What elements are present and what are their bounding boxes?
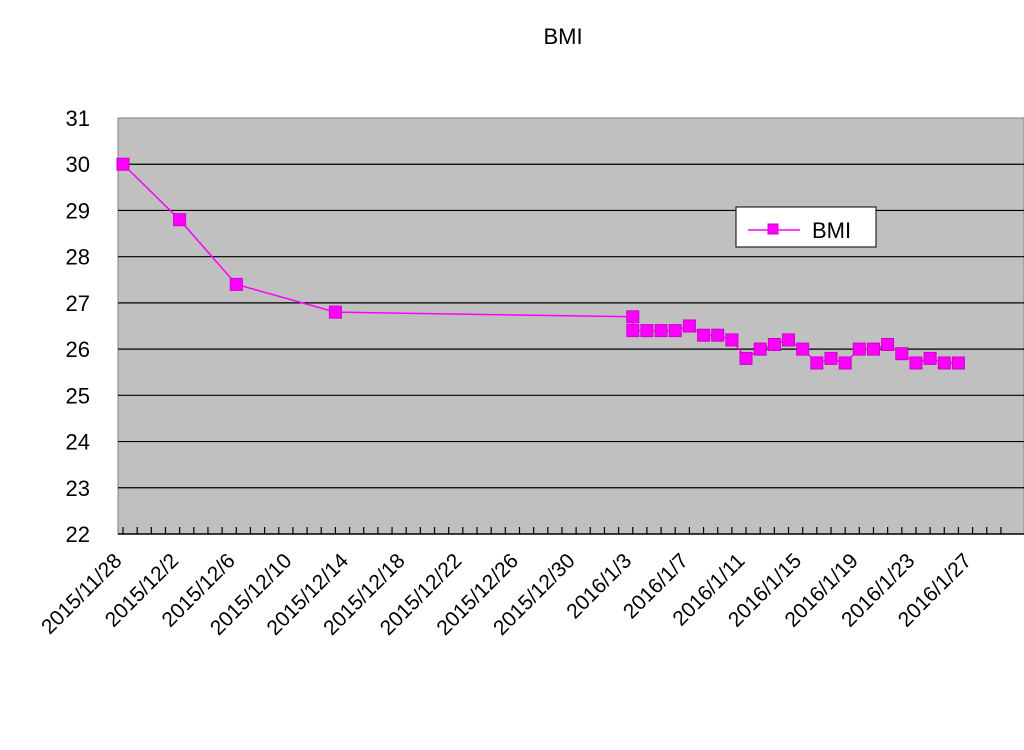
y-axis-ticks: 22 23 24 25 26 27 28 29 30 31: [66, 106, 90, 547]
data-point: [810, 356, 824, 370]
data-point: [116, 157, 130, 171]
legend-box: [735, 206, 877, 248]
y-tick-label: 27: [66, 291, 90, 316]
y-tick-label: 23: [66, 476, 90, 501]
data-point: [852, 342, 866, 356]
legend-marker: [767, 223, 779, 235]
y-tick-label: 30: [66, 152, 90, 177]
x-axis: 2015/11/282015/12/22015/12/62015/12/1020…: [37, 527, 1024, 640]
chart-title: BMI: [543, 24, 582, 49]
data-point: [668, 324, 682, 338]
data-point: [682, 319, 696, 333]
gridlines: [118, 163, 1024, 489]
data-point: [739, 351, 753, 365]
data-point: [229, 277, 243, 291]
data-point: [328, 305, 342, 319]
y-tick-label: 22: [66, 522, 90, 547]
data-point: [937, 356, 951, 370]
data-point: [867, 342, 880, 356]
data-point: [173, 213, 187, 227]
y-tick-label: 28: [66, 245, 90, 270]
y-tick-label: 31: [66, 106, 90, 131]
data-point: [909, 356, 923, 370]
data-point: [782, 333, 795, 347]
y-tick-label: 25: [66, 383, 90, 408]
series-group: [116, 157, 965, 370]
y-tick-label: 29: [66, 198, 90, 223]
data-point: [824, 351, 838, 365]
data-point: [838, 356, 852, 370]
data-point: [640, 324, 654, 338]
y-tick-label: 26: [66, 337, 90, 362]
legend: BMI: [735, 206, 877, 248]
data-point: [626, 324, 640, 338]
data-point: [796, 342, 810, 356]
data-point: [697, 328, 711, 342]
legend-label: BMI: [812, 218, 851, 243]
data-point: [711, 328, 725, 342]
data-point: [753, 342, 767, 356]
y-tick-label: 24: [66, 430, 90, 455]
data-point: [626, 310, 640, 324]
data-point: [725, 333, 739, 347]
data-point: [654, 324, 668, 338]
plot-area: [117, 117, 1024, 535]
data-point: [895, 347, 909, 361]
data-point: [881, 338, 895, 351]
data-point: [767, 338, 781, 351]
data-point: [923, 351, 937, 365]
data-point: [951, 356, 965, 370]
